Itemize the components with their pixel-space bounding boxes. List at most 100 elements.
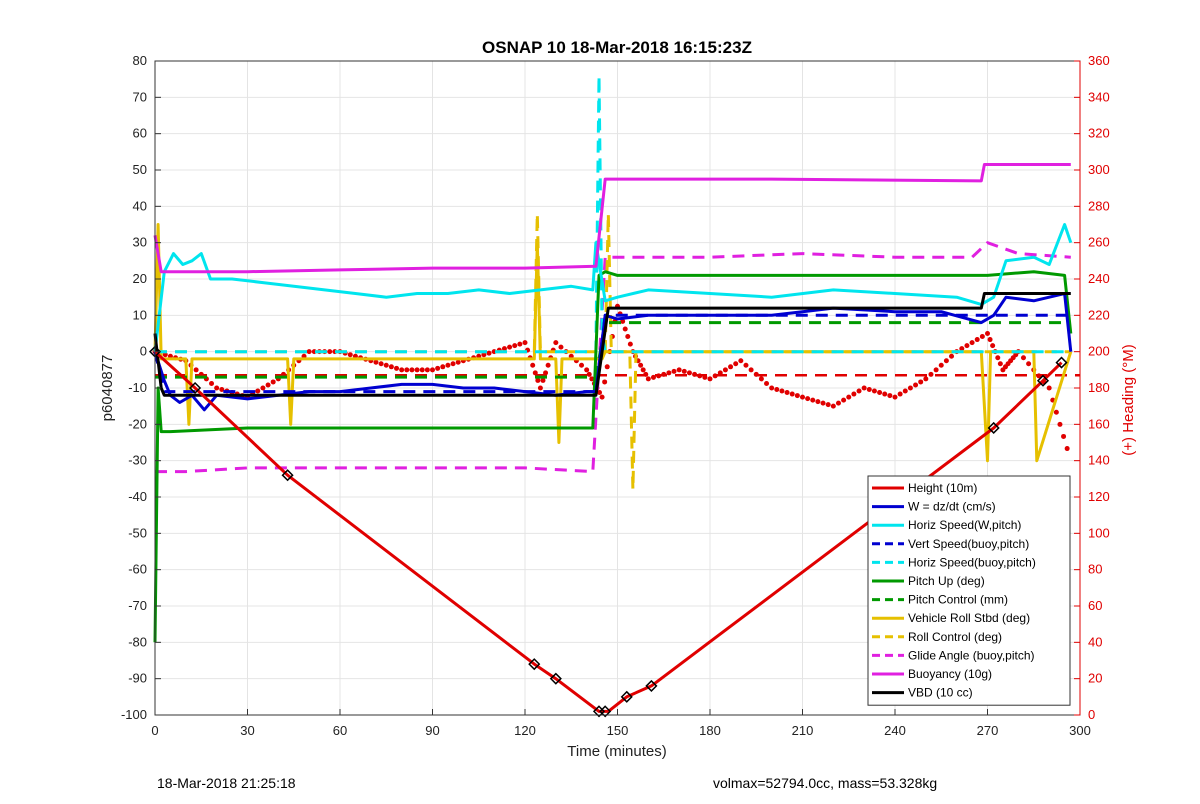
height-marker — [528, 658, 541, 671]
y-tick-label: -40 — [128, 489, 147, 504]
heading-point — [815, 399, 821, 405]
y-tick-label: 30 — [133, 235, 147, 250]
heading-point — [928, 371, 934, 377]
heading-point — [784, 390, 790, 396]
series-line-1 — [153, 292, 1073, 412]
heading-point — [1036, 373, 1042, 379]
heading-point — [378, 361, 384, 367]
series-line-10 — [153, 163, 1071, 274]
y-ticks-right: 0 20 40 60 80 100 120 140 160 180 200 220 240 260 280 3… — [1074, 53, 1110, 722]
series-line-11 — [153, 292, 1071, 397]
heading-point — [738, 358, 744, 364]
plot-series — [148, 74, 1080, 718]
heading-point — [933, 367, 939, 373]
heading-point — [892, 394, 898, 400]
heading-point — [702, 374, 708, 380]
heading-point — [938, 362, 944, 368]
heading-point — [969, 340, 975, 346]
heading-point — [841, 397, 847, 403]
heading-point — [638, 362, 644, 368]
chart-title: OSNAP 10 18-Mar-2018 16:15:23Z — [482, 38, 752, 57]
x-tick-label: 30 — [240, 723, 254, 738]
heading-point — [589, 376, 595, 382]
heading-point — [722, 367, 728, 373]
heading-point — [540, 377, 546, 383]
heading-point — [825, 402, 831, 408]
heading-point — [414, 367, 420, 373]
heading-point — [656, 373, 662, 379]
y-right-tick-label: 240 — [1088, 271, 1110, 286]
height-marker — [549, 672, 562, 685]
y-tick-label: -90 — [128, 671, 147, 686]
x-tick-label: 210 — [792, 723, 814, 738]
heading-point — [661, 371, 667, 377]
y-right-tick-label: 220 — [1088, 307, 1110, 322]
heading-point — [1061, 433, 1067, 439]
heading-point — [1053, 409, 1059, 415]
x-tick-label: 0 — [151, 723, 158, 738]
heading-point — [394, 365, 400, 371]
heading-point — [995, 355, 1001, 361]
y-tick-label: 70 — [133, 89, 147, 104]
x-tick-label: 150 — [607, 723, 629, 738]
heading-point — [671, 368, 677, 374]
heading-point — [779, 388, 785, 394]
y-right-tick-label: 60 — [1088, 598, 1102, 613]
heading-point — [943, 358, 949, 364]
heading-point — [622, 326, 628, 332]
legend-entry: W = dz/dt (cm/s) — [908, 500, 996, 514]
heading-point — [1020, 355, 1026, 361]
heading-point — [586, 371, 592, 377]
y-tick-label: -50 — [128, 525, 147, 540]
heading-point — [789, 391, 795, 397]
legend-entry: Glide Angle (buoy,pitch) — [908, 648, 1035, 662]
heading-point — [877, 390, 883, 396]
heading-point — [535, 377, 541, 383]
legend-entry: Horiz Speed(W,pitch) — [908, 518, 1021, 532]
y-tick-label: -100 — [121, 707, 147, 722]
heading-point — [373, 359, 379, 365]
heading-point — [558, 344, 564, 350]
heading-point — [990, 343, 996, 349]
heading-point — [985, 331, 990, 336]
series-line-7 — [153, 223, 1073, 463]
heading-point — [597, 390, 603, 396]
legend-entry: Buoyancy (10g) — [908, 667, 992, 681]
heading-point — [404, 367, 410, 373]
heading-point — [501, 346, 507, 352]
heading-point — [805, 396, 811, 402]
height-markers — [148, 345, 1068, 718]
footer-timestamp: 18-Mar-2018 21:25:18 — [157, 775, 296, 791]
heading-point — [193, 367, 199, 373]
heading-point — [987, 337, 993, 343]
heading-point — [861, 385, 867, 391]
heading-point — [265, 382, 271, 388]
heading-point — [553, 340, 559, 346]
heading-point — [835, 400, 841, 406]
y-ticks-left: 80 70 60 50 40 30 20 10 0 -10 -20 -30 -40 -50 -60 -70 -8… — [121, 53, 161, 722]
heading-point — [347, 352, 353, 358]
y-axis-label: p6040877 — [99, 355, 116, 422]
legend-box — [867, 475, 1071, 706]
y-right-tick-label: 0 — [1088, 707, 1095, 722]
heading-point — [997, 361, 1003, 367]
heading-point — [507, 344, 513, 350]
y-right-tick-label: 340 — [1088, 89, 1110, 104]
heading-point — [949, 353, 955, 359]
series-line-9 — [155, 241, 1071, 474]
heading-point — [743, 362, 749, 368]
y-tick-label: 20 — [133, 271, 147, 286]
y-right-tick-label: 280 — [1088, 198, 1110, 213]
heading-point — [599, 394, 605, 400]
heading-point — [209, 380, 215, 386]
heading-point — [450, 361, 456, 367]
y-right-tick-label: 260 — [1088, 235, 1110, 250]
heading-point — [887, 393, 893, 399]
heading-point — [219, 387, 225, 393]
heading-point — [907, 385, 913, 391]
y-right-tick-label: 20 — [1088, 671, 1102, 686]
heading-point — [486, 350, 492, 356]
heading-point — [959, 346, 965, 352]
x-tick-label: 240 — [884, 723, 906, 738]
